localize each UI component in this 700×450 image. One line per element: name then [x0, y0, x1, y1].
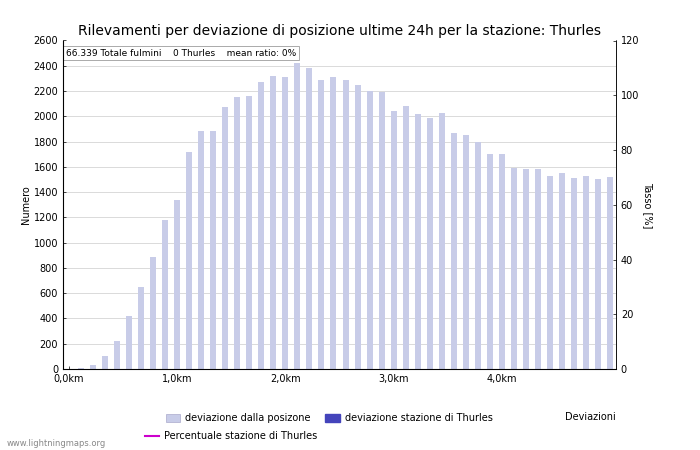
Legend: deviazione dalla posizone, deviazione stazione di Thurles: deviazione dalla posizone, deviazione st… — [162, 410, 496, 427]
Bar — [258, 82, 265, 369]
Bar — [486, 154, 493, 369]
Bar — [342, 80, 349, 369]
Bar — [475, 142, 481, 369]
Bar — [126, 316, 132, 369]
Bar — [282, 77, 288, 369]
Bar — [198, 131, 204, 369]
Title: Rilevamenti per deviazione di posizione ultime 24h per la stazione: Thurles: Rilevamenti per deviazione di posizione … — [78, 24, 601, 38]
Bar — [595, 180, 601, 369]
Bar — [90, 365, 96, 369]
Bar — [162, 220, 168, 369]
Bar — [330, 77, 337, 369]
Bar — [223, 108, 228, 369]
Bar — [234, 97, 240, 369]
Text: Deviazioni: Deviazioni — [566, 412, 616, 422]
Bar — [607, 177, 613, 369]
Y-axis label: Numero: Numero — [20, 185, 31, 224]
Bar — [511, 168, 517, 369]
Bar — [174, 200, 180, 369]
Bar — [367, 91, 372, 369]
Bar — [307, 68, 312, 369]
Bar — [547, 176, 553, 369]
Bar — [535, 169, 541, 369]
Bar — [463, 135, 469, 369]
Bar — [451, 133, 456, 369]
Bar — [295, 63, 300, 369]
Text: 66.339 Totale fulmini    0 Thurles    mean ratio: 0%: 66.339 Totale fulmini 0 Thurles mean rat… — [66, 49, 296, 58]
Bar — [150, 256, 156, 369]
Legend: Percentuale stazione di Thurles: Percentuale stazione di Thurles — [141, 428, 321, 445]
Bar — [379, 92, 384, 369]
Y-axis label: Tasso [%]: Tasso [%] — [643, 181, 653, 228]
Bar — [414, 114, 421, 369]
Bar — [499, 154, 505, 369]
Bar — [523, 169, 528, 369]
Bar — [439, 112, 444, 369]
Bar — [571, 178, 577, 369]
Bar — [246, 96, 252, 369]
Bar — [427, 117, 433, 369]
Bar — [102, 356, 108, 369]
Bar — [114, 341, 120, 369]
Text: www.lightningmaps.org: www.lightningmaps.org — [7, 439, 106, 448]
Bar — [78, 368, 84, 369]
Bar — [354, 85, 360, 369]
Bar — [270, 76, 276, 369]
Bar — [559, 173, 565, 369]
Bar — [138, 287, 144, 369]
Bar — [391, 111, 397, 369]
Bar — [318, 80, 325, 369]
Bar — [210, 131, 216, 369]
Bar — [402, 106, 409, 369]
Bar — [186, 152, 193, 369]
Bar — [583, 176, 589, 369]
